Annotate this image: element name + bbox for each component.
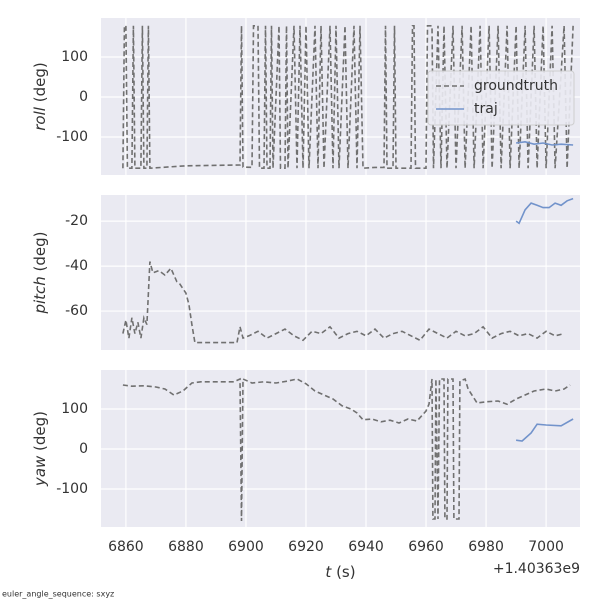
x-tick-label: 6980	[468, 539, 504, 555]
y-axis-label: pitch (deg)	[31, 231, 49, 314]
y-axis-label-var: yaw	[31, 455, 49, 487]
x-tick-label: 7000	[528, 539, 564, 555]
y-axis-label-unit: (deg)	[31, 62, 49, 102]
y-tick-label: 0	[79, 441, 88, 457]
y-tick-label: 0	[79, 89, 88, 105]
y-tick-label: -100	[56, 481, 88, 497]
x-offset-label: +1.40363e9	[493, 561, 580, 577]
y-tick-label: 100	[61, 401, 88, 417]
series-line	[122, 377, 571, 522]
x-tick-label: 6960	[408, 539, 444, 555]
y-axis-label-var: pitch	[31, 276, 49, 314]
series-line	[515, 197, 574, 225]
footer: euler_angle_sequence: sxyz	[2, 590, 114, 599]
y-axis-label: roll (deg)	[31, 62, 49, 130]
y-axis-label-var: roll	[31, 106, 49, 131]
y-tick-label: -20	[65, 213, 88, 229]
y-tick-label: 100	[61, 49, 88, 65]
y-axis-label-unit: (deg)	[31, 231, 49, 271]
x-tick-label: 6940	[348, 539, 384, 555]
y-tick-label: -40	[65, 258, 88, 274]
y-axis-label: yaw (deg)	[31, 411, 49, 487]
series-line	[515, 140, 574, 146]
x-tick-label: 6920	[288, 539, 324, 555]
legend-box	[427, 70, 575, 126]
x-axis-label-unit: (s)	[336, 563, 356, 581]
series-line	[122, 25, 574, 170]
series-line	[515, 418, 574, 442]
x-tick-label: 6860	[108, 539, 144, 555]
y-tick-label: -100	[56, 129, 88, 145]
y-tick-label: -60	[65, 303, 88, 319]
x-axis-label: t (s)	[325, 563, 355, 581]
legend-label: groundtruth	[474, 78, 558, 94]
legend-label: traj	[474, 101, 498, 117]
x-axis-label-var: t	[325, 563, 332, 581]
x-tick-label: 6880	[168, 539, 204, 555]
y-axis-label-unit: (deg)	[31, 411, 49, 451]
x-tick-label: 6900	[228, 539, 264, 555]
